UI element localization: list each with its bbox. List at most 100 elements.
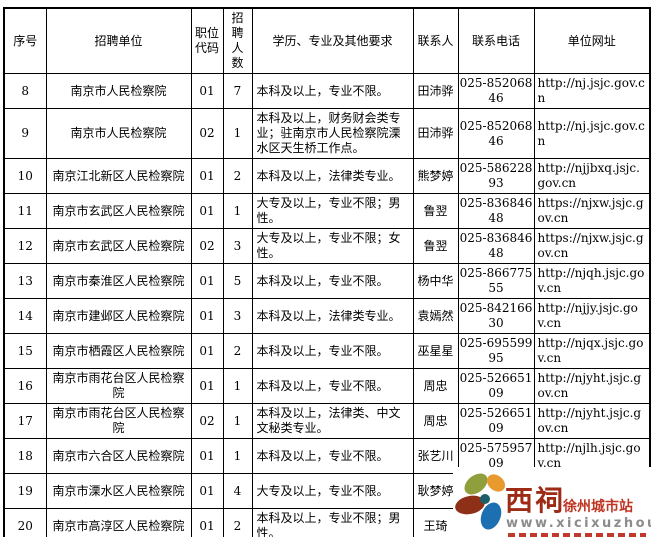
cell-code: 01 — [190, 438, 224, 474]
cell-site: http://njjy.jsjc.gov.cn — [533, 298, 651, 334]
cell-req: 大专及以上，专业不限。 — [251, 473, 414, 509]
cell-contact: 杨中华 — [412, 263, 459, 299]
cell-site: http://njyht.jsjc.gov.cn — [533, 368, 651, 404]
table-row: 9 南京市人民检察院 02 1 本科及以上，财务财会类专业；驻南京市人民检察院溧水区天生… — [3, 108, 651, 159]
cell-code: 01 — [190, 73, 224, 109]
column-header-website: 单位网址 — [533, 7, 651, 74]
cell-index: 15 — [3, 333, 47, 369]
cell-contact: 巫星星 — [412, 333, 459, 369]
header-row: 序号 招聘单位 职位代码 招聘人数 学历、专业及其他要求 联系人 联系电话 单位… — [3, 7, 651, 74]
table-row: 14 南京市建邺区人民检察院 01 3 本科及以上，法律类专业。 袁嫣然 025-84216… — [3, 298, 651, 334]
cell-unit: 南京江北新区人民检察院 — [45, 158, 192, 194]
cell-site: http://njjbxq.jsjc.gov.cn — [533, 158, 651, 194]
table-row: 8 南京市人民检察院 01 7 本科及以上，专业不限。 田沛骅 025-85206846 ht… — [3, 73, 651, 109]
cell-req: 大专及以上，专业不限；女性。 — [251, 228, 414, 264]
cell-site: http://njyht.jsjc.gov.cn — [533, 403, 651, 439]
xici-url-text: www.xicixuzhou.cn — [506, 516, 651, 531]
cell-contact: 鲁翌 — [412, 193, 459, 229]
cell-index: 8 — [3, 73, 47, 109]
cell-count: 4 — [222, 473, 253, 509]
cell-index: 12 — [3, 228, 47, 264]
cell-contact: 田沛骅 — [412, 108, 459, 159]
cell-phone: 025-85206846 — [457, 73, 535, 109]
cell-code: 01 — [190, 508, 224, 537]
cell-unit: 南京市玄武区人民检察院 — [45, 193, 192, 229]
cell-req: 本科及以上，专业不限。 — [251, 263, 414, 299]
cell-count: 2 — [222, 158, 253, 194]
cell-index: 9 — [3, 108, 47, 159]
cell-phone: 025-83684648 — [457, 228, 535, 264]
cell-unit: 南京市六合区人民检察院 — [45, 438, 192, 474]
cell-phone: 025-52665109 — [457, 368, 535, 404]
cell-index: 11 — [3, 193, 47, 229]
cell-unit: 南京市玄武区人民检察院 — [45, 228, 192, 264]
cell-req: 大专及以上，专业不限；男性。 — [251, 193, 414, 229]
cell-unit: 南京市人民检察院 — [45, 73, 192, 109]
cell-index: 10 — [3, 158, 47, 194]
cell-code: 01 — [190, 298, 224, 334]
column-header-phone: 联系电话 — [457, 7, 535, 74]
cell-req: 本科及以上，专业不限。 — [251, 333, 414, 369]
cell-site: http://njqx.jsjc.gov.cn — [533, 333, 651, 369]
cell-index: 17 — [3, 403, 47, 439]
cell-count: 7 — [222, 73, 253, 109]
cell-site: http://nj.jsjc.gov.cn — [533, 108, 651, 159]
xici-watermark: 西祠 徐州城市站 www.xicixuzhou.cn — [453, 467, 651, 537]
cell-count: 1 — [222, 108, 253, 159]
cell-contact: 张艺川 — [412, 438, 459, 474]
cell-code: 02 — [190, 228, 224, 264]
column-header-requirements: 学历、专业及其他要求 — [251, 7, 414, 74]
cell-unit: 南京市雨花台区人民检察院 — [45, 368, 192, 404]
cell-count: 1 — [222, 438, 253, 474]
cell-unit: 南京市雨花台区人民检察院 — [45, 403, 192, 439]
cell-code: 01 — [190, 368, 224, 404]
xici-brand-suffix-text: 徐州城市站 — [563, 499, 633, 515]
table-row: 13 南京市秦淮区人民检察院 01 5 本科及以上，专业不限。 杨中华 025-866775… — [3, 263, 651, 299]
cell-index: 19 — [3, 473, 47, 509]
cell-contact: 鲁翌 — [412, 228, 459, 264]
table-row: 17 南京市雨花台区人民检察院 02 1 本科及以上，法律类、中文文秘类专业。 周忠 025… — [3, 403, 651, 439]
table-row: 11 南京市玄武区人民检察院 01 1 大专及以上，专业不限；男性。 鲁翌 025-8368… — [3, 193, 651, 229]
cell-phone: 025-58622893 — [457, 158, 535, 194]
cell-contact: 田沛骅 — [412, 73, 459, 109]
table-row: 12 南京市玄武区人民检察院 02 3 大专及以上，专业不限；女性。 鲁翌 025-8368… — [3, 228, 651, 264]
cell-count: 3 — [222, 298, 253, 334]
cell-index: 13 — [3, 263, 47, 299]
cell-unit: 南京市建邺区人民检察院 — [45, 298, 192, 334]
cell-unit: 南京市高淳区人民检察院 — [45, 508, 192, 537]
cell-code: 02 — [190, 108, 224, 159]
cell-unit: 南京市溧水区人民检察院 — [45, 473, 192, 509]
cell-phone: 025-86677555 — [457, 263, 535, 299]
table-row: 10 南京江北新区人民检察院 01 2 本科及以上，法律类专业。 熊梦婷 025-58622… — [3, 158, 651, 194]
column-header-count: 招聘人数 — [222, 7, 253, 74]
cell-phone: 025-85206846 — [457, 108, 535, 159]
cell-index: 16 — [3, 368, 47, 404]
cell-code: 01 — [190, 193, 224, 229]
cell-site: http://nj.jsjc.gov.cn — [533, 73, 651, 109]
cell-contact: 耿梦婷 — [412, 473, 459, 509]
cell-index: 18 — [3, 438, 47, 474]
cell-count: 5 — [222, 263, 253, 299]
recruitment-table: 序号 招聘单位 职位代码 招聘人数 学历、专业及其他要求 联系人 联系电话 单位… — [3, 7, 651, 537]
cell-count: 1 — [222, 403, 253, 439]
cell-code: 01 — [190, 333, 224, 369]
cell-code: 01 — [190, 263, 224, 299]
cell-count: 2 — [222, 333, 253, 369]
cell-contact: 王琦 — [412, 508, 459, 537]
cell-phone: 025-52665109 — [457, 403, 535, 439]
cell-count: 1 — [222, 193, 253, 229]
cell-contact: 周忠 — [412, 403, 459, 439]
cell-unit: 南京市人民检察院 — [45, 108, 192, 159]
cell-index: 14 — [3, 298, 47, 334]
column-header-contact: 联系人 — [412, 7, 459, 74]
cell-contact: 周忠 — [412, 368, 459, 404]
cell-req: 本科及以上，专业不限。 — [251, 438, 414, 474]
cell-index: 20 — [3, 508, 47, 537]
cell-phone: 025-84216630 — [457, 298, 535, 334]
table-row: 16 南京市雨花台区人民检察院 01 1 本科及以上，专业不限。 周忠 025-526651… — [3, 368, 651, 404]
cell-phone: 025-69559995 — [457, 333, 535, 369]
cell-count: 1 — [222, 368, 253, 404]
xici-flower-logo-icon — [455, 473, 506, 530]
cell-req: 本科及以上，法律类、中文文秘类专业。 — [251, 403, 414, 439]
